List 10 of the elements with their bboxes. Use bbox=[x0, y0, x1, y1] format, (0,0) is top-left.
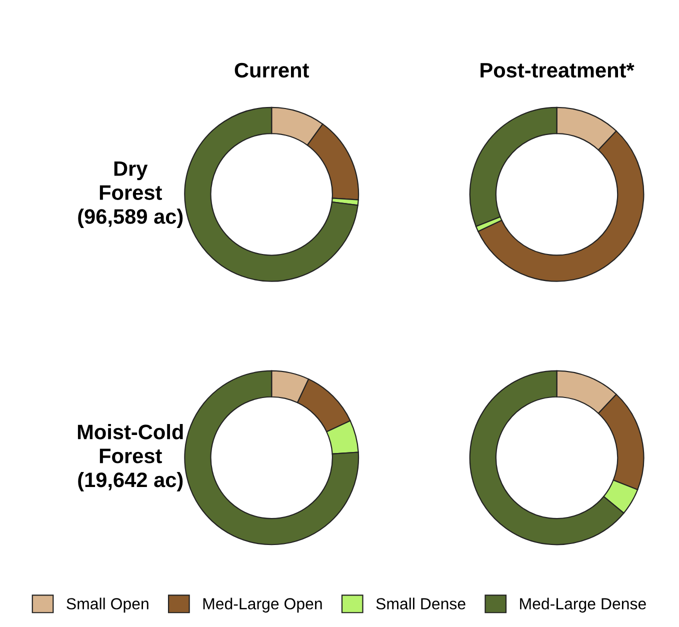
legend-label: Med-Large Open bbox=[203, 598, 322, 613]
chart-title: Post-treatment* bbox=[480, 63, 634, 78]
text: Dry Forest (96,589 ac) bbox=[78, 161, 183, 228]
chart-title: Current bbox=[234, 62, 309, 78]
donut-slice bbox=[184, 106, 358, 282]
legend-label: Med-Large Dense bbox=[520, 598, 646, 613]
text: Moist-Cold Forest (19,642 ac) bbox=[78, 424, 183, 492]
legend-label: Small Open bbox=[66, 598, 148, 613]
donut-slice bbox=[184, 370, 360, 546]
legend-label: Small Dense bbox=[376, 598, 466, 610]
